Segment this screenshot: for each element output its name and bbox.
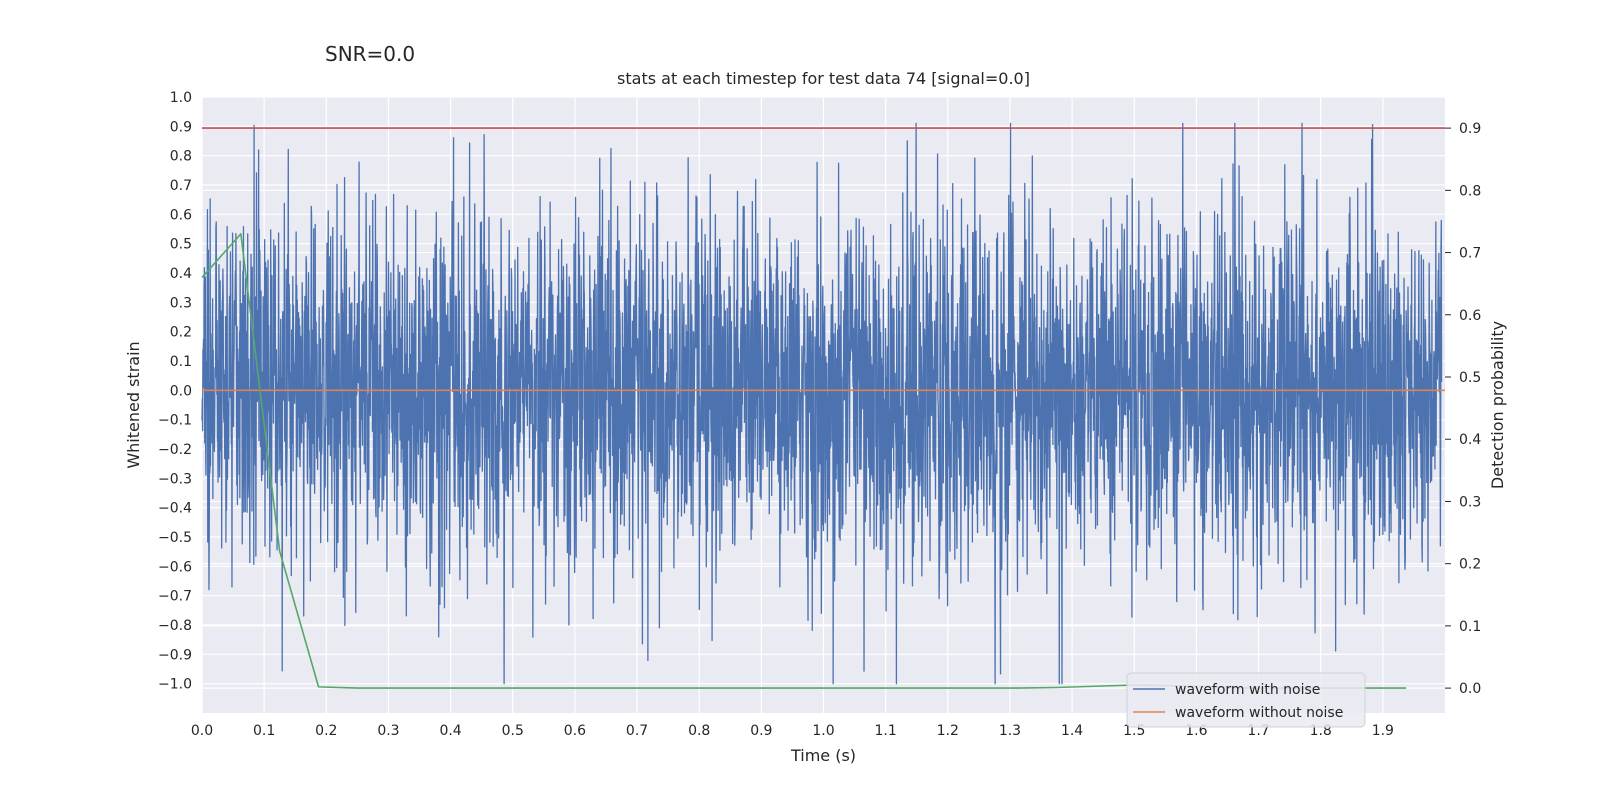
x-tick-label: 1.2 bbox=[937, 723, 959, 739]
y2-tick-label: 0.3 bbox=[1459, 494, 1481, 510]
x-tick-label: 0.0 bbox=[191, 723, 213, 739]
y-tick-label: −0.8 bbox=[158, 618, 192, 634]
y-tick-label: 0.9 bbox=[170, 119, 192, 135]
y-tick-label: 0.8 bbox=[170, 149, 192, 165]
legend: waveform with noise waveform without nois… bbox=[1126, 672, 1366, 728]
legend-box bbox=[1126, 672, 1366, 728]
x-tick-label: 0.4 bbox=[439, 723, 461, 739]
y-tick-label: 0.1 bbox=[170, 354, 192, 370]
legend-label: waveform with noise bbox=[1175, 682, 1320, 698]
y-tick-label: 0.6 bbox=[170, 207, 192, 223]
chart-title: stats at each timestep for test data 74 … bbox=[617, 69, 1030, 88]
y-tick-label: 0.3 bbox=[170, 295, 192, 311]
x-axis-label: Time (s) bbox=[790, 746, 856, 765]
legend-label: waveform without noise bbox=[1175, 705, 1343, 721]
y2-tick-label: 0.0 bbox=[1459, 681, 1481, 697]
y-tick-label: −0.7 bbox=[158, 589, 192, 605]
x-tick-label: 0.2 bbox=[315, 723, 337, 739]
x-tick-label: 1.4 bbox=[1061, 723, 1083, 739]
y2-tick-label: 0.9 bbox=[1459, 121, 1481, 137]
y-tick-label: −0.1 bbox=[158, 413, 192, 429]
y2-tick-label: 0.1 bbox=[1459, 619, 1481, 635]
y-tick-label: −0.4 bbox=[158, 501, 192, 517]
x-tick-label: 1.1 bbox=[875, 723, 897, 739]
x-tick-label: 0.6 bbox=[564, 723, 586, 739]
figure-suptitle: SNR=0.0 bbox=[325, 42, 415, 66]
y-tick-label: −0.3 bbox=[158, 471, 192, 487]
x-tick-label: 0.3 bbox=[377, 723, 399, 739]
x-tick-label: 1.0 bbox=[812, 723, 834, 739]
y-tick-label: 0.4 bbox=[170, 266, 192, 282]
y2-axis-label: Detection probability bbox=[1488, 321, 1507, 489]
y2-tick-label: 0.4 bbox=[1459, 432, 1481, 448]
y-tick-label: −0.9 bbox=[158, 647, 192, 663]
y2-tick-label: 0.2 bbox=[1459, 557, 1481, 573]
series-waveform-with-noise bbox=[201, 122, 1443, 685]
y-tick-label: 0.5 bbox=[170, 237, 192, 253]
y-tick-label: −0.6 bbox=[158, 559, 192, 575]
x-tick-label: 0.9 bbox=[750, 723, 772, 739]
x-tick-label: 1.9 bbox=[1372, 723, 1394, 739]
ticks: 0.0 0.1 0.2 0.3 0.4 0.5 0.6 0.7 0.8 0.9 1.0 1.1 1.2 1… bbox=[158, 90, 1481, 739]
y-tick-label: 0.2 bbox=[170, 325, 192, 341]
y-axis-label: Whitened strain bbox=[124, 341, 143, 468]
x-tick-label: 0.7 bbox=[626, 723, 648, 739]
y-tick-label: 0.7 bbox=[170, 178, 192, 194]
y-tick-label: −1.0 bbox=[158, 677, 192, 693]
y2-tick-label: 0.6 bbox=[1459, 308, 1481, 324]
y-tick-label: −0.2 bbox=[158, 442, 192, 458]
y2-tick-label: 0.7 bbox=[1459, 246, 1481, 262]
y-tick-label: 1.0 bbox=[170, 90, 192, 106]
x-tick-label: 0.8 bbox=[688, 723, 710, 739]
y-tick-label: 0.0 bbox=[170, 383, 192, 399]
x-tick-label: 0.5 bbox=[502, 723, 524, 739]
x-tick-label: 0.1 bbox=[253, 723, 275, 739]
x-tick-label: 1.3 bbox=[999, 723, 1021, 739]
y2-tick-label: 0.5 bbox=[1459, 370, 1481, 386]
y-tick-label: −0.5 bbox=[158, 530, 192, 546]
y2-tick-label: 0.8 bbox=[1459, 183, 1481, 199]
